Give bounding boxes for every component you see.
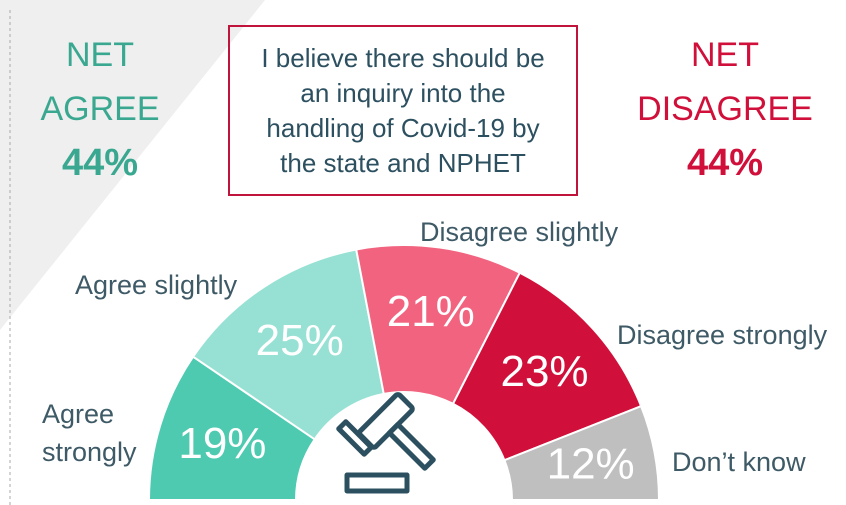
- net-disagree: NET DISAGREE 44%: [625, 28, 825, 190]
- net-value: 44%: [686, 142, 764, 184]
- net-label: NET DISAGREE: [637, 36, 813, 128]
- category-label: Agree strongly: [42, 399, 137, 467]
- value-label: 21%: [387, 287, 475, 336]
- value-label: 12%: [547, 439, 635, 488]
- net-value: 44%: [61, 142, 139, 184]
- segment: [503, 404, 661, 501]
- chart-title: I believe there should be an inquiry int…: [261, 42, 545, 178]
- net-label: NET AGREE: [40, 36, 160, 128]
- value-label: 23%: [500, 347, 588, 396]
- segment: [191, 248, 385, 441]
- value-label: 25%: [256, 316, 344, 365]
- title-box: I believe there should be an inquiry int…: [228, 25, 578, 196]
- value-label: 19%: [178, 419, 266, 468]
- category-label: Agree slightly: [75, 270, 238, 300]
- category-label: Don’t know: [672, 447, 806, 477]
- net-agree: NET AGREE 44%: [35, 28, 165, 190]
- category-label: Disagree slightly: [420, 217, 619, 247]
- gavel-icon: [336, 392, 436, 494]
- category-label: Disagree strongly: [617, 320, 828, 350]
- background-shape: [0, 0, 265, 330]
